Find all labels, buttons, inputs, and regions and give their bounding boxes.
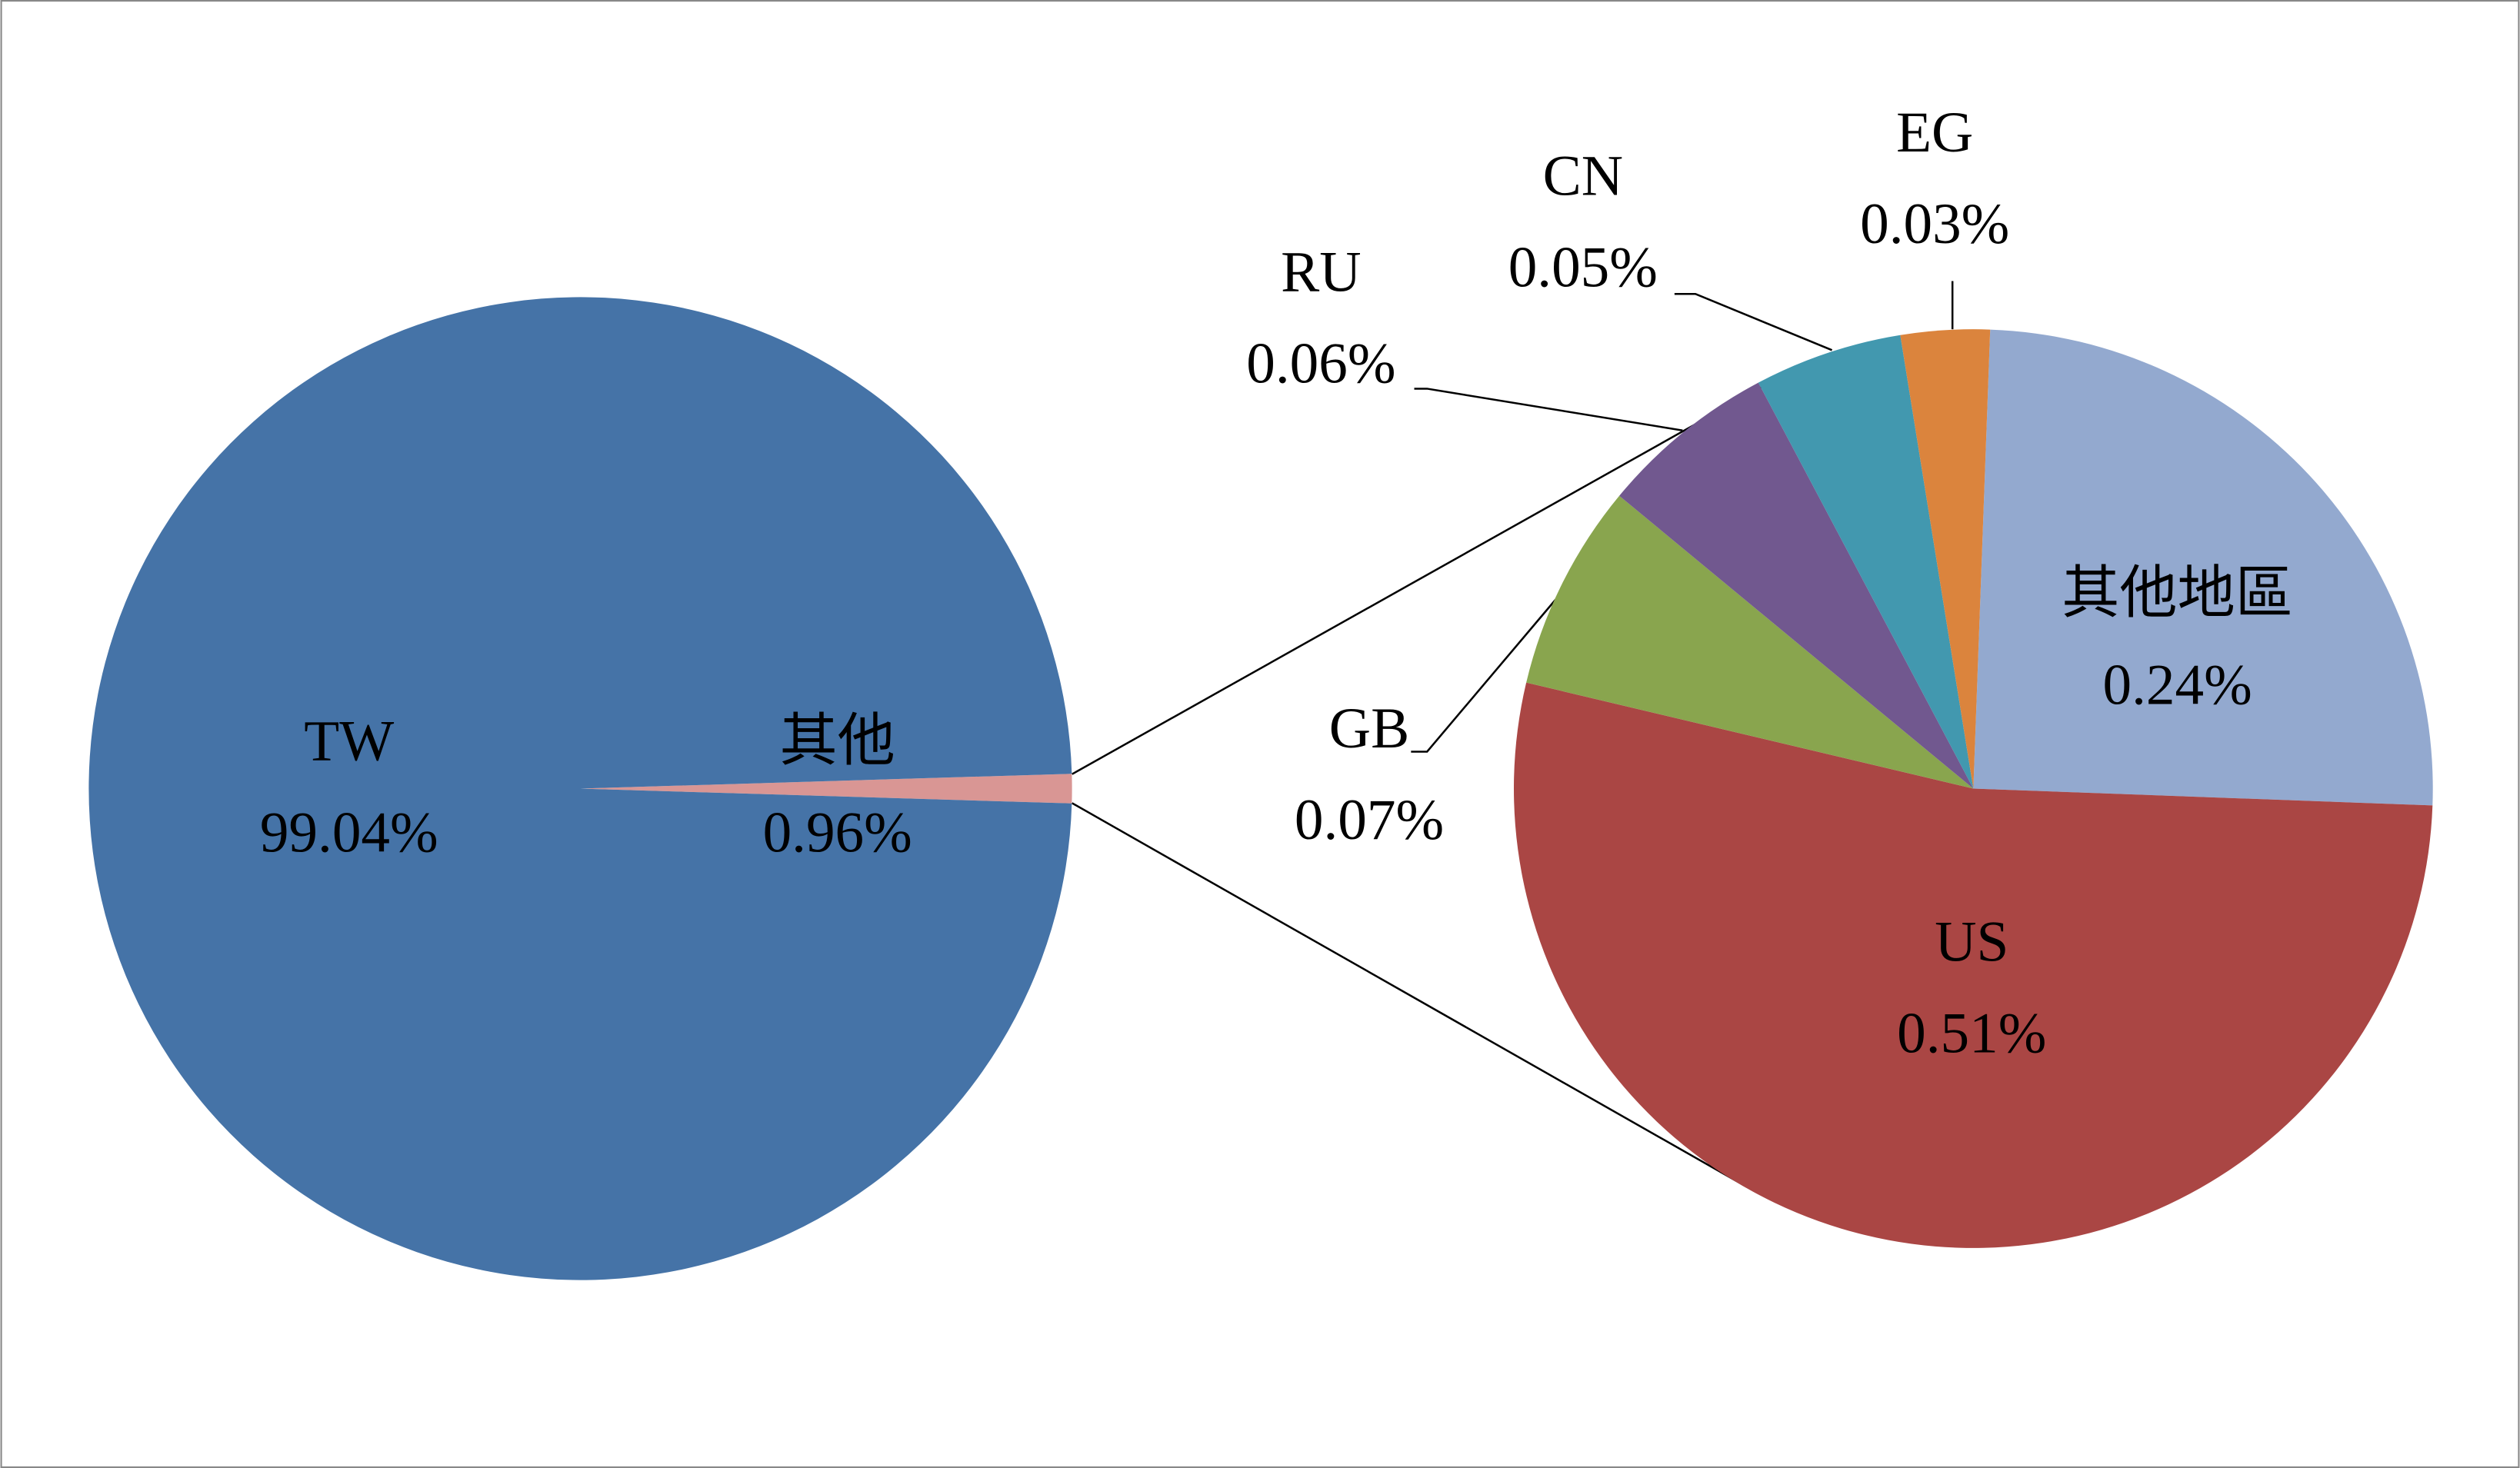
pie-slice — [1900, 329, 1991, 789]
leader-line — [1674, 292, 1833, 351]
leader-line — [1411, 585, 1568, 753]
slice-label: EG — [1896, 101, 1973, 165]
pie-slice — [88, 297, 1072, 1280]
value-label: 99.04% — [260, 801, 438, 865]
slice-label: US — [1935, 910, 2008, 974]
slice-label: 其他 — [780, 709, 895, 773]
pie-slice — [1619, 382, 1974, 789]
pie-slice — [1526, 495, 1974, 789]
slice-label: TW — [304, 709, 394, 773]
pie-slice — [1514, 682, 2433, 1248]
slice-label: GB — [1329, 697, 1409, 761]
leader-line — [1414, 388, 1683, 431]
value-label: 0.03% — [1860, 192, 2009, 256]
connector-line — [1072, 384, 1765, 775]
connector-line — [1072, 802, 1748, 1188]
pie-slice — [1973, 329, 2433, 806]
value-label: 0.07% — [1295, 788, 1444, 852]
slice-label: RU — [1281, 241, 1361, 305]
value-label: 0.05% — [1508, 235, 1658, 299]
value-label: 0.24% — [2102, 653, 2252, 717]
slice-label: 其他地區 — [2062, 561, 2293, 625]
value-label: 0.06% — [1246, 332, 1395, 396]
value-label: 0.96% — [763, 801, 912, 865]
value-label: 0.51% — [1897, 1002, 2046, 1066]
slice-label: CN — [1543, 144, 1623, 208]
pie-slice — [580, 774, 1072, 804]
pie-slice — [1758, 335, 1974, 789]
